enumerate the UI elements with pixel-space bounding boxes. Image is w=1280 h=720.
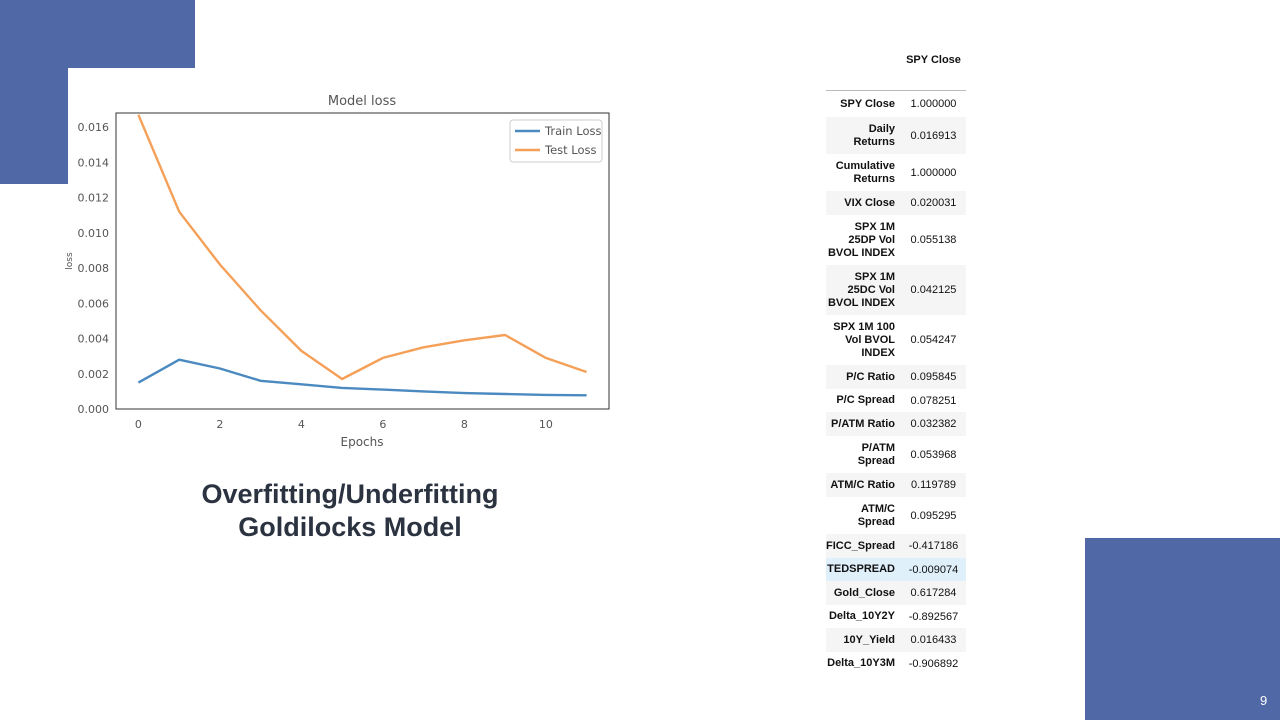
table-row-label: Delta_10Y2Y <box>828 610 895 622</box>
table-row: P/C Ratio 0.095845 <box>826 365 966 389</box>
table-row-label: SPX 1M 25DP Vol BVOL INDEX <box>827 220 895 259</box>
table-row-label: Cumulative Returns <box>835 159 895 185</box>
caption-line-2: Goldilocks Model <box>238 512 462 542</box>
table-row: SPY Close 1.000000 <box>826 91 966 117</box>
x-tick-label: 0 <box>135 418 142 431</box>
table-row: SPX 1M 25DP Vol BVOL INDEX 0.055138 <box>826 215 966 265</box>
table-row: Gold_Close 0.617284 <box>826 581 966 605</box>
legend-label-train-loss: Train Loss <box>544 124 601 138</box>
table-row-label: FICC_Spread <box>826 539 896 552</box>
table-row-value: 0.095295 <box>910 509 957 522</box>
table-row: 10Y_Yield 0.016433 <box>826 628 966 652</box>
table-row-value: 0.020031 <box>910 197 957 209</box>
decorative-block-top-left <box>0 0 195 68</box>
x-axis-ticks: 0 2 4 6 8 10 <box>135 418 553 431</box>
table-row: P/ATM Ratio 0.032382 <box>826 412 966 436</box>
table-row-label: Daily Returns <box>853 122 895 148</box>
x-tick-label: 6 <box>379 418 386 431</box>
y-tick-label: 0.004 <box>78 333 110 346</box>
table-row: SPX 1M 100 Vol BVOL INDEX 0.054247 <box>826 315 966 365</box>
table-row: ATM/C Spread 0.095295 <box>826 497 966 534</box>
table-row-value: 0.053968 <box>910 448 957 461</box>
table-row: Cumulative Returns 1.000000 <box>826 154 966 191</box>
table-row-label: Gold_Close <box>833 586 895 599</box>
series-line-train-loss <box>137 358 587 397</box>
table-row: VIX Close 0.020031 <box>826 191 966 215</box>
table-row-label: Delta_10Y3M <box>827 657 895 669</box>
table-row-label: SPX 1M 25DC Vol BVOL INDEX <box>827 270 895 309</box>
table-row-label: SPX 1M 100 Vol BVOL INDEX <box>833 320 895 359</box>
table-row-value: 1.000000 <box>910 166 957 179</box>
table-row-value: -0.009074 <box>908 563 959 576</box>
table-row-label: ATM/C Ratio <box>830 478 895 491</box>
x-tick-label: 2 <box>216 418 223 431</box>
table-row-value: 0.119789 <box>910 479 957 491</box>
table-row-label: SPY Close <box>840 97 895 110</box>
chart-title: Model loss <box>328 94 397 109</box>
table-row: P/ATM Spread 0.053968 <box>826 436 966 473</box>
decorative-block-bottom-right <box>1085 538 1280 720</box>
table-row-label: P/ATM Ratio <box>831 417 895 430</box>
table-row: ATM/C Ratio 0.119789 <box>826 473 966 497</box>
table-column-header: SPY Close <box>906 54 961 66</box>
table-row-value: -0.906892 <box>908 657 959 670</box>
table-row-value: 0.016433 <box>910 634 957 646</box>
table-row-value: 0.095845 <box>910 371 957 383</box>
table-row: FICC_Spread -0.417186 <box>826 534 966 558</box>
table-row: Daily Returns 0.016913 <box>826 117 966 154</box>
table-row-value: 0.055138 <box>910 234 957 246</box>
caption-line-1: Overfitting/Underfitting <box>201 479 499 509</box>
table-row-value: -0.892567 <box>908 610 959 623</box>
plot-frame <box>115 112 610 410</box>
y-tick-label: 0.012 <box>78 192 110 205</box>
table-row: TEDSPREAD -0.009074 <box>826 558 966 581</box>
table-body: SPY Close 1.000000 Daily Returns 0.016913 Cu… <box>826 91 966 675</box>
table-row-value: 0.617284 <box>910 587 957 599</box>
table-row-value: 0.016913 <box>910 129 957 142</box>
table-row-value: 0.042125 <box>910 284 957 296</box>
table-row-value: 0.078251 <box>910 394 957 407</box>
table-row: Delta_10Y2Y -0.892567 <box>826 605 966 628</box>
y-tick-label: 0.002 <box>78 368 110 381</box>
table-row-value: 1.000000 <box>910 98 957 110</box>
table-header: SPY Close <box>826 50 966 91</box>
table-row-label: ATM/C Spread <box>857 502 895 528</box>
y-tick-label: 0.000 <box>78 403 110 416</box>
x-axis-label: Epochs <box>341 435 384 449</box>
y-tick-label: 0.010 <box>78 227 110 240</box>
table-row-value: 0.032382 <box>910 418 957 430</box>
slide-caption: Overfitting/Underfitting Goldilocks Mode… <box>150 478 550 544</box>
table-row-value: 0.054247 <box>910 334 957 346</box>
y-tick-label: 0.014 <box>78 156 110 169</box>
x-tick-label: 10 <box>539 418 553 431</box>
decorative-strip-left <box>0 68 68 184</box>
model-loss-chart: Model loss 0.000 0.002 0.004 0.006 0.008 0.01… <box>65 94 610 449</box>
table-row: SPX 1M 25DC Vol BVOL INDEX 0.042125 <box>826 265 966 315</box>
slide-page-number: 9 <box>1260 693 1268 708</box>
table-row-label: TEDSPREAD <box>827 563 895 575</box>
x-tick-label: 8 <box>461 418 468 431</box>
table-row-label: 10Y_Yield <box>843 633 895 646</box>
y-axis-ticks: 0.000 0.002 0.004 0.006 0.008 0.010 0.012 0.014… <box>78 121 110 416</box>
table-row-label: VIX Close <box>844 196 895 209</box>
table-row: P/C Spread 0.078251 <box>826 389 966 412</box>
series-lines <box>137 114 587 397</box>
x-tick-label: 4 <box>298 418 305 431</box>
chart-legend: Train Loss Test Loss <box>509 119 603 163</box>
table-row-value: -0.417186 <box>908 540 959 552</box>
table-row-label: P/ATM Spread <box>857 441 895 467</box>
table-row-label: P/C Spread <box>836 394 895 406</box>
legend-label-test-loss: Test Loss <box>544 143 597 157</box>
y-tick-label: 0.008 <box>78 262 110 275</box>
series-line-test-loss <box>137 114 587 381</box>
y-tick-label: 0.006 <box>78 297 110 310</box>
y-tick-label: 0.016 <box>78 121 110 134</box>
table-row-label: P/C Ratio <box>846 370 895 383</box>
table-header-blank <box>826 50 901 90</box>
correlation-table: SPY Close SPY Close 1.000000 Daily Returns… <box>826 50 966 675</box>
table-row: Delta_10Y3M -0.906892 <box>826 652 966 675</box>
y-axis-label: loss <box>65 252 75 270</box>
